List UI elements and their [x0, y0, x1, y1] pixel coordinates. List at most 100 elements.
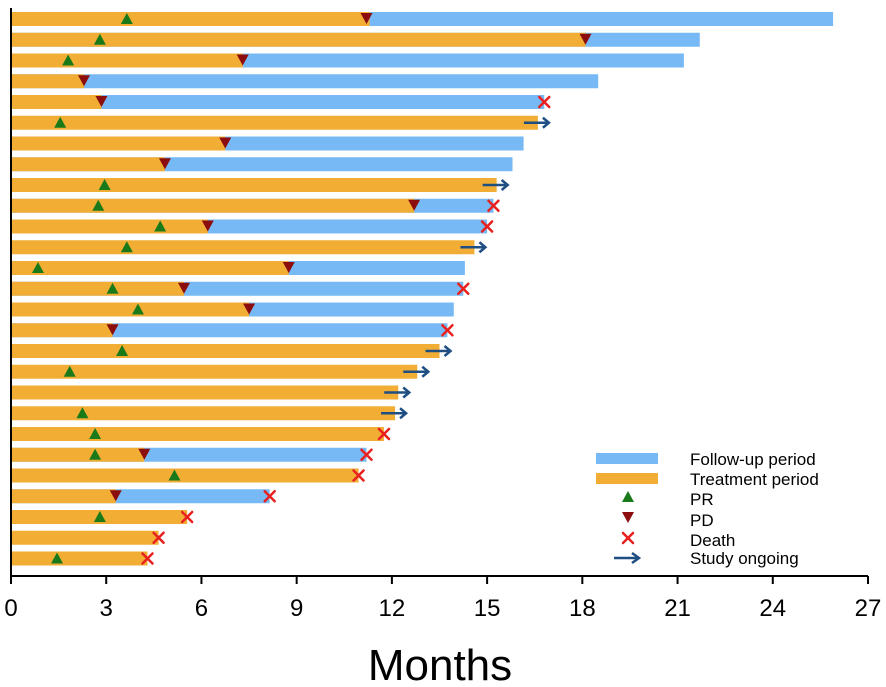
follow-up-bar: [11, 323, 448, 338]
legend-label-pd: PD: [690, 511, 714, 530]
x-axis-title: Months: [368, 641, 512, 687]
x-tick-label: 18: [569, 595, 596, 622]
death-marker: [352, 469, 365, 482]
treatment-bar: [11, 240, 475, 255]
pd-marker: [243, 303, 256, 315]
legend-label-pr: PR: [690, 490, 714, 509]
death-marker: [480, 220, 494, 233]
treatment-bar: [11, 302, 250, 317]
treatment-bar: [11, 468, 359, 483]
pr-marker: [98, 179, 111, 190]
treatment-bar: [11, 53, 243, 68]
legend-label-ongoing: Study ongoing: [690, 549, 799, 568]
pr-marker: [93, 33, 106, 45]
death-marker: [141, 552, 154, 565]
treatment-bar: [11, 219, 208, 234]
legend: Follow-up period Treatment period PR PD …: [596, 450, 819, 568]
pd-marker: [109, 490, 122, 502]
pr-marker: [154, 220, 167, 232]
legend-pr-icon: [622, 491, 634, 502]
legend-arrow-icon: [614, 551, 642, 565]
treatment-bar: [11, 364, 418, 379]
treatment-bar: [11, 198, 415, 213]
x-tick-label: 24: [759, 595, 786, 622]
pd-marker: [138, 448, 151, 460]
pd-marker: [408, 199, 421, 211]
treatment-bar: [11, 115, 538, 130]
treatment-bar: [11, 32, 586, 47]
treatment-bar: [11, 157, 165, 172]
ongoing-arrow: [381, 407, 409, 420]
ongoing-arrow: [523, 116, 551, 129]
death-marker: [441, 324, 454, 337]
pr-marker: [92, 199, 105, 211]
pr-marker: [116, 345, 129, 356]
legend-label-treatment: Treatment period: [690, 470, 819, 489]
x-tick-label: 0: [4, 595, 17, 622]
pr-marker: [76, 407, 89, 419]
death-marker: [487, 199, 500, 212]
x-axis-ticks: 0 3 6 9 12 15 18 21 24 27: [4, 576, 881, 622]
x-tick-label: 15: [474, 595, 501, 622]
death-marker: [152, 531, 165, 544]
treatment-bar: [11, 427, 384, 441]
pr-marker: [120, 13, 133, 24]
x-tick-label: 21: [664, 595, 691, 622]
treatment-bar: [11, 136, 226, 151]
death-marker: [377, 427, 391, 441]
follow-up-bar: [11, 95, 545, 109]
pd-marker: [177, 282, 190, 294]
pr-marker: [168, 469, 181, 481]
pd-marker: [158, 158, 171, 170]
pr-marker: [89, 428, 102, 439]
pd-marker: [78, 75, 91, 87]
legend-label-death: Death: [690, 531, 735, 550]
ongoing-arrow: [403, 365, 431, 378]
death-marker: [360, 448, 373, 461]
treatment-bar: [11, 74, 85, 89]
death-marker: [537, 95, 551, 109]
treatment-bar: [11, 530, 159, 545]
treatment-bar: [11, 12, 370, 26]
treatment-bar: [11, 281, 184, 296]
pr-marker: [89, 448, 102, 460]
pr-marker: [106, 282, 119, 294]
treatment-bar: [11, 261, 289, 275]
treatment-bar: [11, 447, 145, 462]
treatment-bar: [11, 551, 148, 566]
pd-marker: [201, 220, 214, 232]
patient-bars: [11, 12, 834, 566]
treatment-bar: [11, 385, 399, 400]
x-tick-label: 27: [855, 595, 882, 622]
death-marker: [180, 510, 194, 524]
event-markers: [31, 13, 592, 565]
pr-marker: [31, 262, 44, 273]
pr-marker: [120, 241, 133, 253]
ongoing-arrow: [425, 345, 453, 357]
legend-label-follow-up: Follow-up period: [690, 450, 816, 469]
treatment-bar: [11, 406, 396, 421]
x-tick-label: 12: [379, 595, 406, 622]
treatment-bar: [11, 344, 440, 358]
x-tick-label: 6: [195, 595, 208, 622]
pd-marker: [360, 13, 373, 24]
treatment-bar: [11, 178, 497, 192]
follow-up-bar: [11, 74, 599, 89]
pd-marker: [95, 96, 108, 107]
pr-marker: [131, 303, 144, 315]
x-tick-label: 3: [100, 595, 113, 622]
ongoing-arrow: [482, 179, 510, 191]
pd-marker: [106, 324, 119, 336]
pd-marker: [579, 33, 592, 45]
treatment-bar: [11, 489, 116, 504]
pd-marker: [219, 137, 232, 149]
ongoing-arrow: [384, 386, 412, 399]
pr-marker: [93, 511, 106, 522]
legend-swatch-follow-up: [596, 453, 658, 464]
pd-marker: [282, 262, 295, 273]
pr-marker: [54, 116, 67, 128]
death-marker: [263, 490, 276, 503]
legend-pd-icon: [622, 512, 634, 523]
pr-marker: [51, 552, 64, 564]
